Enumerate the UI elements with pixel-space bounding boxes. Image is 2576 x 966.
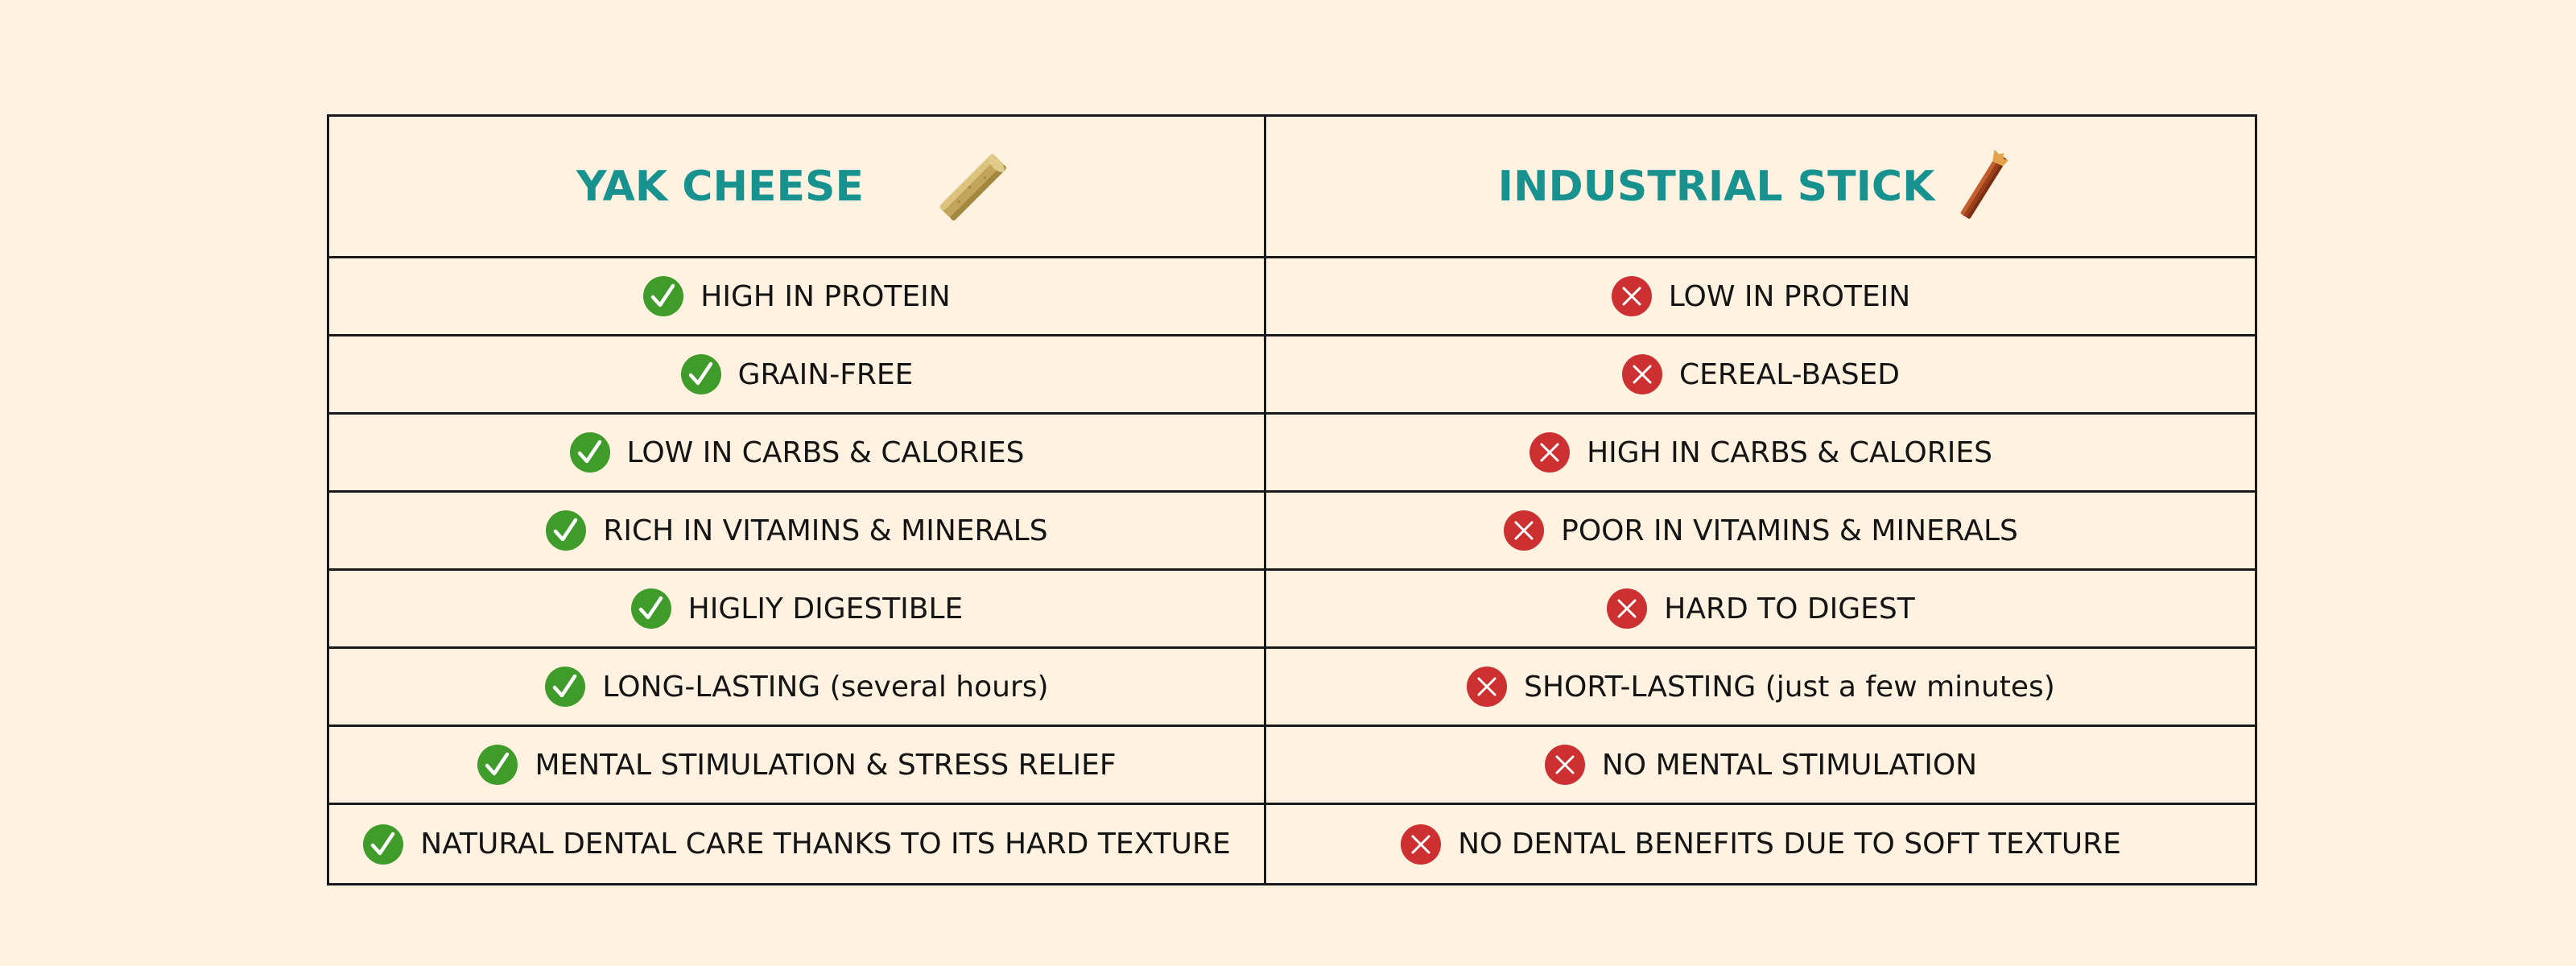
stick-row-2: CEREAL-BASED [1266,336,2255,415]
stick-row-7: NO MENTAL STIMULATION [1266,727,2255,805]
item-label: LOW IN PROTEIN [1668,279,1911,313]
check-icon [569,431,611,473]
yak-row-8: NATURAL DENTAL CARE THANKS TO ITS HARD T… [329,805,1266,883]
header-industrial-stick: INDUSTRIAL STICK [1266,117,2255,258]
item-label: HIGH IN CARBS & CALORIES [1587,436,1992,469]
item-label: LONG-LASTING (several hours) [602,670,1049,704]
column-title-yak-cheese: YAK CHEESE [576,162,865,211]
yak-row-5: HIGLIY DIGESTIBLE [329,571,1266,649]
item-label: HARD TO DIGEST [1664,592,1915,625]
list-item: HARD TO DIGEST [1606,588,1915,630]
cross-icon [1611,275,1653,317]
yak-row-7: MENTAL STIMULATION & STRESS RELIEF [329,727,1266,805]
yak-row-4: RICH IN VITAMINS & MINERALS [329,493,1266,571]
list-item: HIGLIY DIGESTIBLE [630,588,964,630]
item-label: GRAIN-FREE [737,357,914,391]
list-item: LOW IN PROTEIN [1611,275,1910,317]
column-title-industrial-stick: INDUSTRIAL STICK [1497,162,1935,211]
list-item: HIGH IN CARBS & CALORIES [1529,431,1992,473]
list-item: GRAIN-FREE [680,353,914,395]
item-label: NATURAL DENTAL CARE THANKS TO ITS HARD T… [420,828,1231,861]
list-item: NO MENTAL STIMULATION [1544,744,1977,786]
check-icon [477,744,518,786]
stick-row-6: SHORT-LASTING (just a few minutes) [1266,649,2255,727]
list-item: POOR IN VITAMINS & MINERALS [1503,510,2018,551]
check-icon [680,353,722,395]
check-icon [642,275,684,317]
check-icon [545,510,587,551]
list-item: NO DENTAL BENEFITS DUE TO SOFT TEXTURE [1400,824,2121,865]
cross-icon [1400,824,1442,865]
item-label: MENTAL STIMULATION & STRESS RELIEF [535,748,1117,782]
header-yak-cheese: YAK CHEESE [329,117,1266,258]
stick-row-4: POOR IN VITAMINS & MINERALS [1266,493,2255,571]
check-icon [544,666,586,708]
item-label: HIGLIY DIGESTIBLE [687,592,964,625]
item-label: NO DENTAL BENEFITS DUE TO SOFT TEXTURE [1458,828,2121,861]
stick-row-1: LOW IN PROTEIN [1266,258,2255,336]
list-item: LONG-LASTING (several hours) [544,666,1049,708]
yak-row-3: LOW IN CARBS & CALORIES [329,415,1266,493]
yak-cheese-stick-icon [939,154,1006,221]
stick-row-3: HIGH IN CARBS & CALORIES [1266,415,2255,493]
list-item: CEREAL-BASED [1621,353,1900,395]
check-icon [630,588,672,630]
list-item: HIGH IN PROTEIN [642,275,951,317]
item-label: RICH IN VITAMINS & MINERALS [603,514,1048,547]
item-label: HIGH IN PROTEIN [700,279,951,313]
cross-icon [1503,510,1545,551]
yak-row-2: GRAIN-FREE [329,336,1266,415]
yak-row-6: LONG-LASTING (several hours) [329,649,1266,727]
stick-row-5: HARD TO DIGEST [1266,571,2255,649]
yak-row-1: HIGH IN PROTEIN [329,258,1266,336]
cross-icon [1606,588,1648,630]
cross-icon [1621,353,1663,395]
item-label: POOR IN VITAMINS & MINERALS [1561,514,2018,547]
item-label: CEREAL-BASED [1678,357,1901,391]
list-item: RICH IN VITAMINS & MINERALS [545,510,1048,551]
cross-icon [1466,666,1508,708]
list-item: LOW IN CARBS & CALORIES [569,431,1025,473]
list-item: MENTAL STIMULATION & STRESS RELIEF [477,744,1117,786]
stick-row-8: NO DENTAL BENEFITS DUE TO SOFT TEXTURE [1266,805,2255,883]
cross-icon [1544,744,1586,786]
item-label: LOW IN CARBS & CALORIES [626,436,1025,469]
item-label: NO MENTAL STIMULATION [1601,748,1978,782]
list-item: NATURAL DENTAL CARE THANKS TO ITS HARD T… [362,824,1231,865]
list-item: SHORT-LASTING (just a few minutes) [1466,666,2055,708]
comparison-table: YAK CHEESE INDUSTRIAL STICK [327,114,2257,886]
check-icon [362,824,404,865]
industrial-stick-icon [1961,149,2009,219]
item-label: SHORT-LASTING (just a few minutes) [1524,670,2055,704]
cross-icon [1529,431,1571,473]
